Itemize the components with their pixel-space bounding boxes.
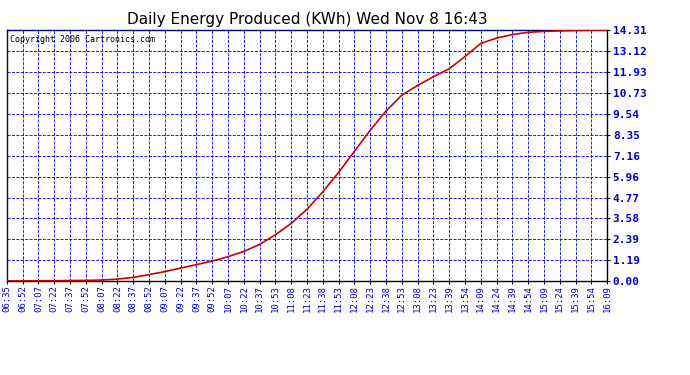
Text: Copyright 2006 Cartronics.com: Copyright 2006 Cartronics.com [10,35,155,44]
Title: Daily Energy Produced (KWh) Wed Nov 8 16:43: Daily Energy Produced (KWh) Wed Nov 8 16… [127,12,487,27]
